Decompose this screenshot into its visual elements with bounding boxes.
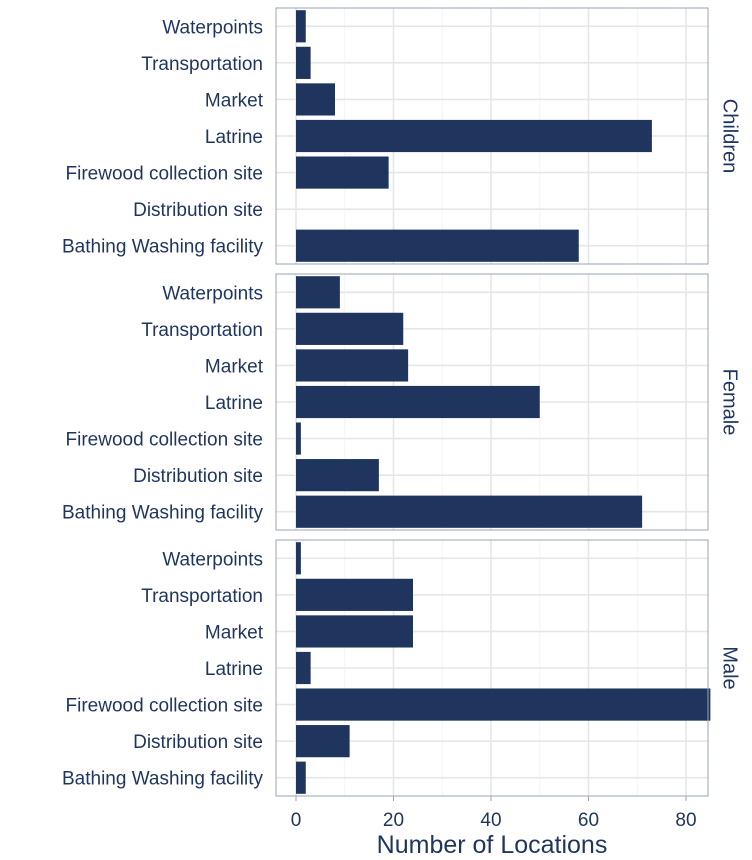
category-label: Transportation bbox=[141, 54, 263, 75]
category-label: Firewood collection site bbox=[66, 696, 263, 717]
category-label: Bathing Washing facility bbox=[62, 503, 264, 524]
bar-female-distribution-site bbox=[296, 459, 379, 492]
facet-strip-label: Male bbox=[719, 646, 741, 689]
category-label: Distribution site bbox=[133, 466, 263, 487]
category-label: Transportation bbox=[141, 320, 263, 341]
bar-male-distribution-site bbox=[296, 725, 350, 758]
bar-male-firewood-collection-site bbox=[296, 688, 711, 721]
category-label: Firewood collection site bbox=[66, 164, 263, 185]
bar-male-bathing-washing-facility bbox=[296, 761, 306, 794]
bar-children-transportation bbox=[296, 46, 311, 79]
panel-border bbox=[275, 273, 709, 531]
category-label: Latrine bbox=[205, 393, 263, 414]
panel-children: Waterpoints Transportation Market Latrine Fi… bbox=[62, 7, 741, 265]
panel-female: Waterpoints Transportation Market Latrine Fi… bbox=[62, 273, 741, 531]
bar-female-market bbox=[296, 349, 409, 382]
x-tick-label: 60 bbox=[578, 810, 599, 831]
x-axis: 0 20 40 60 80 bbox=[291, 796, 697, 831]
x-tick-label: 20 bbox=[383, 810, 404, 831]
category-label: Market bbox=[205, 90, 264, 111]
category-label: Waterpoints bbox=[162, 549, 263, 570]
bar-female-firewood-collection-site bbox=[296, 422, 301, 455]
bar-children-bathing-washing-facility bbox=[296, 229, 579, 262]
x-tick-label: 40 bbox=[480, 810, 501, 831]
category-label: Bathing Washing facility bbox=[62, 769, 264, 790]
category-label: Distribution site bbox=[133, 200, 263, 221]
bar-children-latrine bbox=[296, 119, 652, 153]
category-label: Firewood collection site bbox=[66, 430, 263, 451]
chart-panels: Waterpoints Transportation Market Latrine Fi… bbox=[62, 7, 741, 797]
bar-female-latrine bbox=[296, 385, 540, 419]
panel-male: Waterpoints Transportation Market Latrine Fi… bbox=[62, 539, 741, 797]
x-tick-label: 0 bbox=[291, 810, 302, 831]
bar-female-bathing-washing-facility bbox=[296, 495, 643, 528]
bar-male-market bbox=[296, 615, 413, 648]
category-label: Bathing Washing facility bbox=[62, 237, 264, 258]
x-tick-label: 80 bbox=[675, 810, 696, 831]
category-label: Transportation bbox=[141, 586, 263, 607]
category-label: Latrine bbox=[205, 127, 263, 148]
category-label: Market bbox=[205, 356, 264, 377]
bar-female-transportation bbox=[296, 312, 404, 345]
category-label: Latrine bbox=[205, 659, 263, 680]
facet-strip-label: Children bbox=[719, 99, 741, 173]
panel-border bbox=[275, 539, 709, 797]
bar-children-firewood-collection-site bbox=[296, 156, 389, 189]
category-label: Waterpoints bbox=[162, 17, 263, 38]
bar-children-market bbox=[296, 83, 335, 116]
bar-female-waterpoints bbox=[296, 276, 340, 309]
bar-male-latrine bbox=[296, 651, 311, 685]
bar-children-waterpoints bbox=[296, 10, 306, 43]
bar-male-transportation bbox=[296, 578, 413, 611]
category-label: Market bbox=[205, 622, 264, 643]
category-label: Distribution site bbox=[133, 732, 263, 753]
bar-male-waterpoints bbox=[296, 542, 301, 575]
panel-border bbox=[275, 7, 709, 265]
facet-strip-label: Female bbox=[719, 369, 741, 436]
x-axis-title: Number of Locations bbox=[377, 831, 608, 859]
category-label: Waterpoints bbox=[162, 283, 263, 304]
